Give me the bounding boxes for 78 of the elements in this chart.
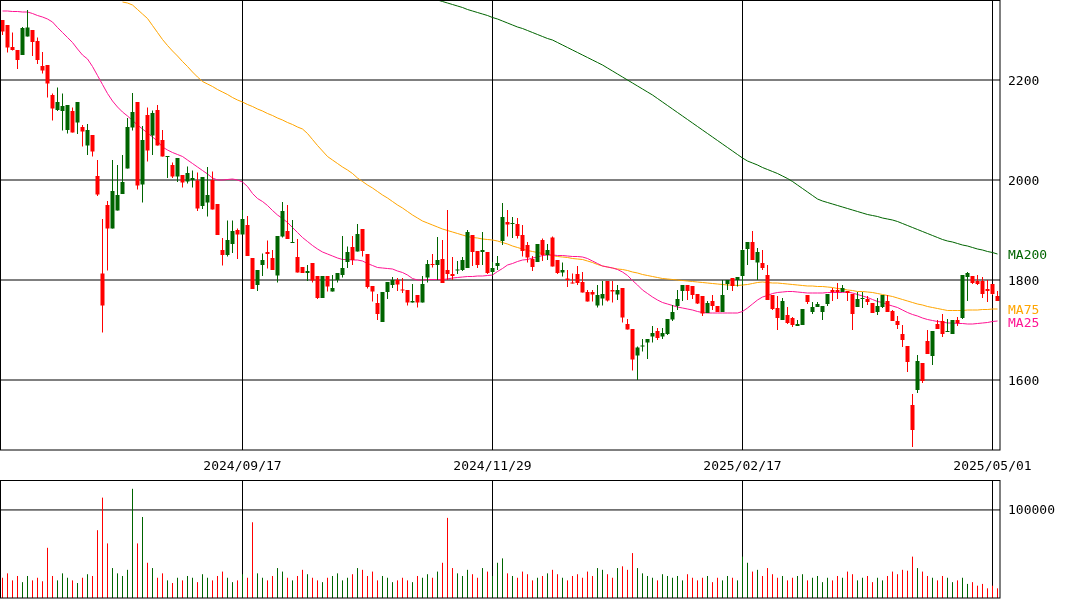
- line-series: [122, 1, 998, 311]
- y-tick-label: 100000: [1008, 502, 1055, 518]
- candlestick: [720, 279, 725, 313]
- candlestick: [345, 246, 350, 269]
- candlestick: [640, 338, 645, 352]
- candlestick: [675, 289, 680, 311]
- candlestick: [90, 134, 95, 157]
- candlestick: [750, 230, 755, 261]
- candlestick: [120, 154, 125, 195]
- candlestick: [645, 338, 650, 360]
- x-tick-label: 2025/05/01: [953, 458, 1032, 473]
- y-tick-label: 1600: [1008, 372, 1040, 388]
- candlestick: [265, 240, 270, 269]
- candlestick: [175, 157, 180, 183]
- y-tick-label: 1800: [1008, 272, 1040, 288]
- candlestick: [600, 280, 605, 306]
- candlestick: [290, 219, 295, 243]
- candlestick: [635, 346, 640, 381]
- candlestick: [70, 107, 75, 133]
- candlestick: [230, 220, 235, 254]
- series-label: MA25: [1008, 314, 1040, 330]
- candlestick: [80, 124, 85, 147]
- candlestick: [455, 260, 460, 275]
- candlestick: [220, 237, 225, 266]
- candlestick: [425, 259, 430, 283]
- candlestick: [165, 155, 170, 179]
- candlestick: [500, 202, 505, 246]
- candlestick: [505, 209, 510, 237]
- candlestick: [235, 228, 240, 260]
- candlestick: [570, 273, 575, 284]
- candlestick: [85, 123, 90, 156]
- candlestick: [485, 251, 490, 275]
- candlestick: [430, 253, 435, 268]
- candlestick: [540, 238, 545, 262]
- candlestick: [940, 313, 945, 338]
- x-tick-label: 2024/09/17: [203, 458, 282, 473]
- candlestick: [435, 236, 440, 281]
- candlestick: [420, 275, 425, 303]
- candlestick: [205, 166, 210, 217]
- candlestick: [700, 295, 705, 317]
- candlestick: [510, 216, 515, 239]
- x-tick-label: 2024/11/29: [453, 458, 532, 473]
- y-tick-label: 2200: [1008, 72, 1040, 88]
- candlestick: [610, 280, 615, 303]
- candlestick: [850, 293, 855, 331]
- x-tick-label: 2025/02/17: [703, 458, 782, 473]
- candlestick: [775, 295, 780, 331]
- candlestick: [45, 64, 50, 98]
- series-label: MA75: [1008, 301, 1040, 317]
- candlestick: [260, 253, 265, 277]
- series-label: MA200: [1008, 246, 1048, 262]
- candlestick: [95, 159, 100, 197]
- candlestick: [745, 241, 750, 266]
- candlestick: [360, 228, 365, 257]
- candlestick: [450, 256, 455, 281]
- candlestick: [350, 235, 355, 266]
- candlestick: [480, 231, 485, 266]
- y-tick-label: 2000: [1008, 172, 1040, 188]
- candlestick: [920, 362, 925, 384]
- line-series: [437, 0, 998, 255]
- candlestick: [15, 49, 20, 70]
- candlestick: [900, 324, 905, 348]
- candlestick: [75, 101, 80, 135]
- candlestick: [375, 293, 380, 321]
- candlestick: [760, 249, 765, 271]
- candlestick: [255, 269, 260, 292]
- candlestick: [755, 247, 760, 281]
- candlestick: [355, 223, 360, 252]
- candlestick: [410, 283, 415, 303]
- candlestick: [240, 209, 245, 235]
- candlestick: [105, 200, 110, 271]
- candlestick: [905, 345, 910, 373]
- candlestick: [150, 110, 155, 156]
- candlestick: [445, 209, 450, 281]
- candlestick: [285, 204, 290, 240]
- candlestick: [340, 235, 345, 278]
- candlestick: [860, 291, 865, 309]
- candlestick: [50, 93, 55, 121]
